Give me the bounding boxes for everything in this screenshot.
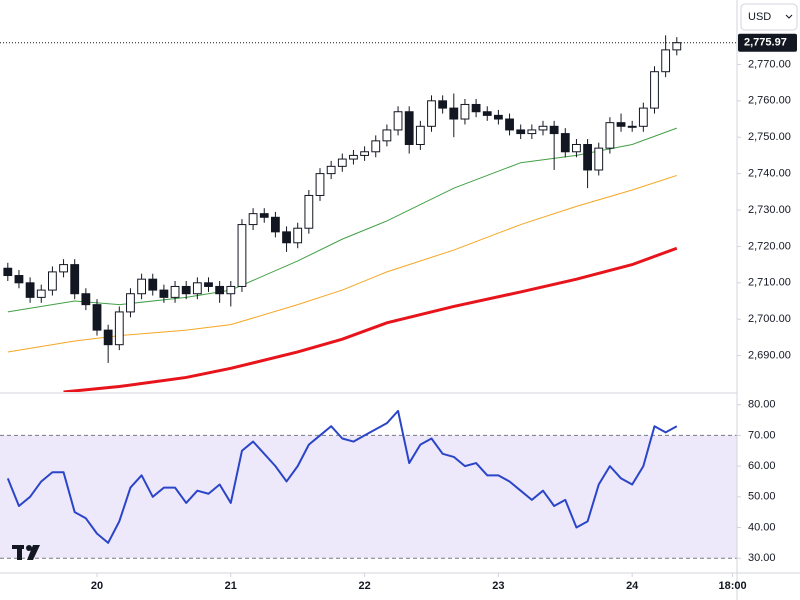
y-tick-label: 2,770.00: [748, 58, 791, 70]
candle-body: [293, 227, 303, 244]
last-price-box: [738, 33, 797, 52]
candle-body: [103, 329, 113, 346]
candle-body: [382, 129, 392, 142]
y-tick-label: 60.00: [748, 460, 776, 472]
candle-body: [594, 147, 604, 171]
y-tick-label: 2,720.00: [748, 240, 791, 252]
candle-body: [583, 143, 592, 171]
candle-body: [627, 125, 637, 128]
candle-body: [137, 278, 147, 295]
candle-body: [70, 264, 80, 295]
candle-body: [616, 122, 626, 127]
candle-body: [493, 114, 503, 120]
candle-body: [14, 275, 24, 284]
y-tick-label: 70.00: [748, 429, 776, 441]
candle-body: [371, 140, 381, 153]
x-tick-label: 18:00: [718, 580, 746, 592]
candle-body: [170, 285, 180, 298]
dropdown-arrow[interactable]: [785, 14, 793, 19]
candle-body: [549, 125, 559, 135]
rsi-band: [0, 435, 737, 559]
y-tick-label: 2,710.00: [748, 277, 791, 289]
candle-body: [505, 118, 514, 131]
candle-body: [248, 213, 258, 226]
moving-average: [63, 246, 678, 392]
candle-body: [36, 289, 46, 298]
last-price-label: 2,775.97: [744, 37, 787, 49]
candle-body: [460, 103, 470, 120]
candle-body: [449, 107, 459, 120]
y-tick-label: 2,760.00: [748, 95, 791, 107]
candle-body: [148, 278, 158, 291]
candle-body: [415, 125, 425, 145]
candle-body: [650, 71, 659, 109]
x-tick-label: 20: [91, 580, 103, 592]
candle-body: [48, 271, 57, 291]
candle-body: [3, 267, 13, 277]
candle-body: [59, 264, 68, 273]
logo: [12, 545, 40, 560]
candle-body: [572, 143, 581, 153]
candle-body: [114, 311, 124, 346]
candle-body: [672, 42, 682, 51]
candle-body: [349, 154, 358, 160]
y-tick-label: 2,730.00: [748, 204, 791, 216]
y-tick-label: 40.00: [748, 521, 776, 533]
candle-body: [337, 158, 347, 167]
candle-body: [326, 165, 336, 175]
candle-body: [25, 282, 35, 298]
candle-body: [92, 304, 102, 331]
candle-body: [393, 111, 403, 131]
x-tick-label: 23: [492, 580, 504, 592]
candle-body: [516, 129, 526, 135]
candle-body: [282, 231, 291, 244]
y-tick-label: 50.00: [748, 491, 776, 503]
candle-body: [159, 289, 169, 298]
candle-body: [237, 224, 247, 287]
candle-body: [204, 282, 213, 287]
x-tick-label: 21: [225, 580, 237, 592]
candle-body: [538, 125, 548, 131]
candle-body: [404, 111, 414, 145]
candle-body: [304, 194, 314, 229]
candle-body: [181, 285, 191, 295]
candle-body: [471, 103, 481, 113]
x-tick-label: 24: [626, 580, 639, 592]
price-pane: [0, 35, 737, 392]
candle-body: [270, 216, 280, 233]
candle-body: [226, 285, 236, 295]
y-tick-label: 2,740.00: [748, 168, 791, 180]
candle-body: [126, 293, 135, 313]
x-tick-label: 22: [358, 580, 370, 592]
y-tick-label: 2,690.00: [748, 350, 791, 362]
candle-body: [638, 107, 648, 127]
candle-body: [527, 129, 537, 135]
rsi-line: [6, 409, 678, 544]
y-tick-label: 2,750.00: [748, 131, 791, 143]
candle-body: [215, 285, 225, 295]
candle-body: [661, 49, 671, 73]
candle-body: [427, 100, 436, 127]
candle-body: [360, 151, 370, 156]
currency-dropdown[interactable]: [740, 3, 798, 31]
y-tick-label: 80.00: [748, 399, 776, 411]
currency-label[interactable]: USD: [748, 11, 771, 23]
candle-body: [81, 293, 91, 306]
candle-body: [259, 213, 269, 218]
candle-body: [560, 133, 570, 153]
candle-body: [482, 111, 492, 116]
candle-body: [315, 173, 325, 196]
y-tick-label: 30.00: [748, 552, 776, 564]
y-tick-label: 2,700.00: [748, 313, 791, 325]
rsi-pane: [0, 409, 737, 559]
candle-body: [438, 100, 448, 109]
candle-body: [605, 122, 615, 149]
candle-body: [192, 282, 202, 295]
